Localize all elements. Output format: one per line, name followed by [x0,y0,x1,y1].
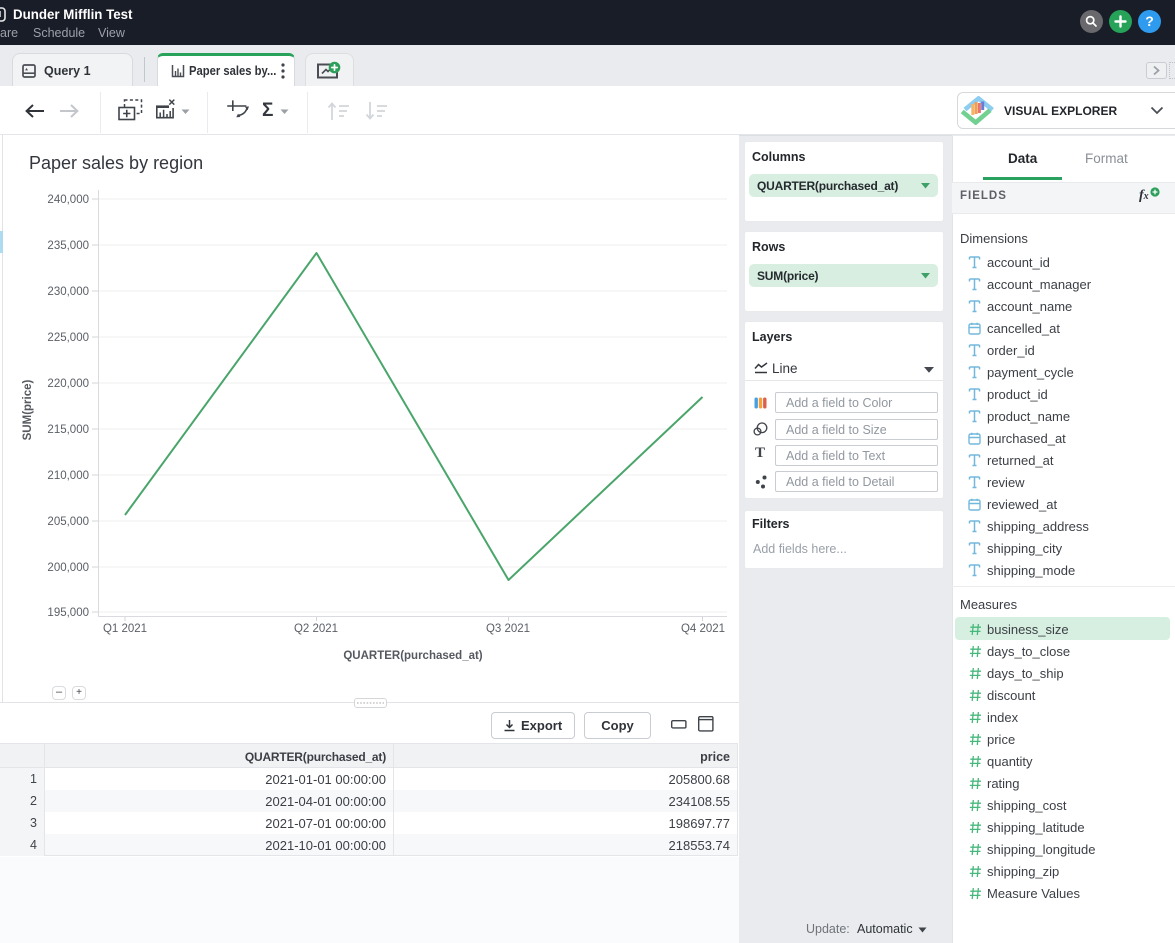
svg-text:240,000: 240,000 [47,194,89,206]
svg-text:Q3 2021: Q3 2021 [486,623,530,635]
svg-text:235,000: 235,000 [47,240,89,252]
svg-text:205,000: 205,000 [47,516,89,528]
svg-text:220,000: 220,000 [47,378,89,390]
svg-text:Q2 2021: Q2 2021 [294,623,338,635]
svg-text:Q1 2021: Q1 2021 [103,623,147,635]
svg-text:215,000: 215,000 [47,424,89,436]
svg-text:Q4 2021: Q4 2021 [681,623,725,635]
svg-text:210,000: 210,000 [47,470,89,482]
svg-text:QUARTER(purchased_at): QUARTER(purchased_at) [343,650,482,662]
svg-text:195,000: 195,000 [47,607,89,619]
svg-text:230,000: 230,000 [47,286,89,298]
svg-text:200,000: 200,000 [47,562,89,574]
svg-text:SUM(price): SUM(price) [22,379,34,440]
svg-text:225,000: 225,000 [47,332,89,344]
